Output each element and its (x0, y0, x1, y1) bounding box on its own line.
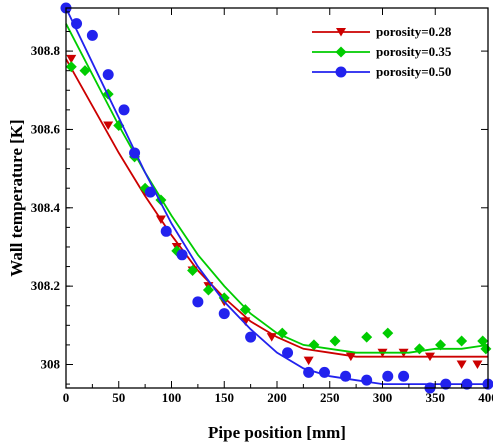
series-1-point (456, 335, 468, 347)
series-2-point (144, 186, 156, 198)
series-2-point (361, 374, 373, 386)
series-0-point (345, 352, 356, 362)
series-1-point (308, 339, 320, 351)
series-2-point (461, 378, 473, 390)
series-1-point (435, 339, 447, 351)
legend: porosity=0.28 porosity=0.35 porosity=0.50 (312, 24, 452, 79)
x-tick-label: 400 (478, 390, 493, 405)
x-axis-title: Pipe position [mm] (208, 423, 346, 442)
series-0-point (303, 356, 314, 366)
y-axis-title: Wall temperature [K] (7, 119, 26, 276)
series-2-point (160, 225, 172, 237)
series-1-point (329, 335, 341, 347)
legend-marker-0 (336, 28, 346, 37)
series-2-point (303, 366, 315, 378)
series-0-point (240, 317, 251, 326)
x-tick-label: 50 (112, 390, 125, 405)
series-2-point (129, 147, 141, 159)
legend-marker-1 (335, 46, 347, 58)
series-2-point (102, 69, 114, 81)
legend-label-2: porosity=0.50 (376, 64, 451, 79)
series-2-point (118, 104, 130, 116)
series-1-point (276, 327, 288, 339)
series-0-point (472, 360, 483, 369)
y-tick-label: 308.6 (31, 121, 61, 136)
series-0-point (424, 352, 435, 362)
series-1-point (413, 343, 425, 355)
series-2-point (86, 29, 98, 41)
series-line-0 (65, 58, 488, 358)
y-tick-label: 308 (41, 356, 61, 371)
series-0-point (155, 215, 166, 225)
x-tick-label: 250 (320, 390, 340, 405)
series-2-point (176, 249, 188, 261)
legend-marker-2 (335, 66, 347, 78)
legend-label-1: porosity=0.35 (376, 44, 452, 59)
series-2-point (382, 370, 394, 382)
series-0-point (266, 333, 277, 342)
x-tick-label: 0 (63, 390, 70, 405)
series-1-point (382, 327, 394, 339)
series-0-point (456, 360, 467, 369)
series-0-point (66, 54, 77, 64)
series-2-point (318, 366, 330, 378)
plot-area (60, 2, 493, 394)
series-1-point (361, 331, 373, 343)
series-2-point (340, 370, 352, 382)
series-1-point (65, 61, 77, 73)
series-2-point (398, 370, 410, 382)
series-1-point (218, 292, 230, 304)
x-tick-label: 150 (215, 390, 235, 405)
series-1-point (239, 304, 251, 316)
x-tick-label: 200 (267, 390, 287, 405)
series-1-point (187, 264, 199, 276)
series-2-point (218, 308, 230, 320)
x-tick-label: 100 (162, 390, 182, 405)
y-tick-label: 308.2 (31, 278, 60, 293)
series-1-point (79, 65, 91, 77)
series-1-point (477, 335, 489, 347)
axes: 0 50 100 150 200 250 300 350 400 308 308.2 308.4 308… (7, 7, 493, 442)
y-tick-label: 308.4 (31, 200, 61, 215)
legend-label-0: porosity=0.28 (376, 24, 452, 39)
series-2-point (282, 347, 294, 359)
x-tick-label: 350 (426, 390, 446, 405)
series-2-point (192, 296, 204, 308)
series-0-point (103, 121, 114, 131)
series-1-point (202, 284, 214, 296)
series-2-point (440, 378, 452, 390)
series-2-point (71, 18, 83, 30)
series-2-point (245, 331, 257, 343)
y-tick-label: 308.8 (31, 43, 61, 58)
x-tick-label: 300 (373, 390, 393, 405)
